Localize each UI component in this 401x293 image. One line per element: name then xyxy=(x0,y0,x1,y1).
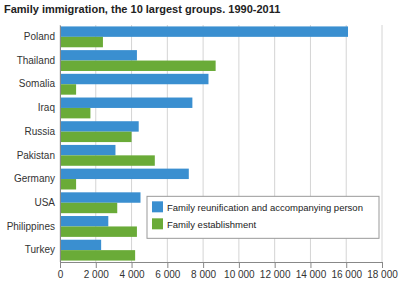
bar xyxy=(60,216,108,226)
tick-label: 18 000 xyxy=(367,269,398,280)
tick-label: Poland xyxy=(24,31,55,42)
tick-label: Turkey xyxy=(25,244,55,255)
tick-label: Iraq xyxy=(38,102,55,113)
tick: 18 000 xyxy=(367,262,398,280)
tick-mark xyxy=(346,262,347,268)
tick-mark xyxy=(239,262,240,268)
tick: 16 000 xyxy=(331,262,362,280)
tick-label: 6 000 xyxy=(155,269,180,280)
tick-label: Russia xyxy=(24,126,55,137)
tick-label: Somalia xyxy=(19,78,56,89)
legend-item: Family establishment xyxy=(152,218,257,230)
tick-mark xyxy=(60,262,61,268)
tick: 2 000 xyxy=(84,262,109,280)
x-axis: 0 2 000 4 000 6 000 8 000 10 000 12 000 14 000 1… xyxy=(58,262,399,280)
tick-label: 14 000 xyxy=(296,269,327,280)
tick-label: 10 000 xyxy=(224,269,255,280)
tick-label: Philippines xyxy=(7,221,55,232)
tick: Thailand xyxy=(17,55,60,66)
tick: 12 000 xyxy=(260,262,291,280)
y-axis: Poland Thailand Somalia Iraq Russia Pakistan G… xyxy=(7,26,61,263)
legend-item: Family reunification and accompanying pe… xyxy=(152,201,363,213)
bar xyxy=(60,37,103,47)
tick: Germany xyxy=(14,173,60,184)
tick-label: 8 000 xyxy=(191,269,216,280)
bar xyxy=(60,121,139,131)
tick: Iraq xyxy=(38,102,60,113)
tick-label: 16 000 xyxy=(331,269,362,280)
title: Family immigration, the 10 largest group… xyxy=(4,3,280,15)
y-axis-line xyxy=(60,26,61,263)
grid-line xyxy=(382,25,383,262)
bar xyxy=(60,84,76,94)
bar xyxy=(60,98,192,108)
bar xyxy=(60,108,90,118)
tick: 4 000 xyxy=(120,262,145,280)
plot: 0 2 000 4 000 6 000 8 000 10 000 12 000 14 000 1… xyxy=(7,25,399,280)
tick-mark xyxy=(167,262,168,268)
bar xyxy=(60,169,189,179)
tick: Russia xyxy=(24,126,60,137)
tick-mark xyxy=(310,262,311,268)
bar xyxy=(60,61,216,71)
tick: Poland xyxy=(24,31,60,42)
tick-label: 4 000 xyxy=(120,269,145,280)
tick-mark xyxy=(382,262,383,268)
bar xyxy=(60,50,137,60)
bar xyxy=(60,240,101,250)
tick-label: 12 000 xyxy=(260,269,291,280)
grid xyxy=(60,25,382,262)
tick-label: Pakistan xyxy=(17,150,55,161)
legend-swatch xyxy=(152,201,163,212)
legend-label: Family reunification and accompanying pe… xyxy=(167,202,363,213)
tick-label: Germany xyxy=(14,173,55,184)
tick: 6 000 xyxy=(155,262,180,280)
tick: 14 000 xyxy=(296,262,327,280)
tick-mark xyxy=(203,262,204,268)
x-axis-line xyxy=(61,262,383,263)
bar xyxy=(60,250,135,260)
tick-label: 0 xyxy=(58,269,64,280)
tick: Turkey xyxy=(25,244,60,255)
tick: USA xyxy=(34,197,60,208)
bar xyxy=(60,74,208,84)
bar xyxy=(60,192,141,202)
legend: Family reunification and accompanying pe… xyxy=(147,196,379,238)
tick-mark xyxy=(132,262,133,268)
tick: Somalia xyxy=(19,78,60,89)
tick-mark xyxy=(96,262,97,268)
grid-line xyxy=(60,25,61,262)
legend-label: Family establishment xyxy=(167,219,257,230)
tick: 8 000 xyxy=(191,262,216,280)
legend-box xyxy=(147,196,379,238)
chart: Family immigration, the 10 largest group… xyxy=(0,0,401,293)
bar xyxy=(60,145,115,155)
tick: Philippines xyxy=(7,221,60,232)
tick: 10 000 xyxy=(224,262,255,280)
bar xyxy=(60,226,137,236)
tick-label: Thailand xyxy=(17,55,55,66)
bar xyxy=(60,26,348,36)
tick: Pakistan xyxy=(17,150,60,161)
tick-label: 2 000 xyxy=(84,269,109,280)
bar xyxy=(60,203,117,213)
bar xyxy=(60,132,132,142)
tick-mark xyxy=(275,262,276,268)
tick: 0 xyxy=(58,262,64,280)
bar xyxy=(60,155,155,165)
legend-swatch xyxy=(152,218,163,229)
bar xyxy=(60,179,76,189)
tick-label: USA xyxy=(34,197,55,208)
